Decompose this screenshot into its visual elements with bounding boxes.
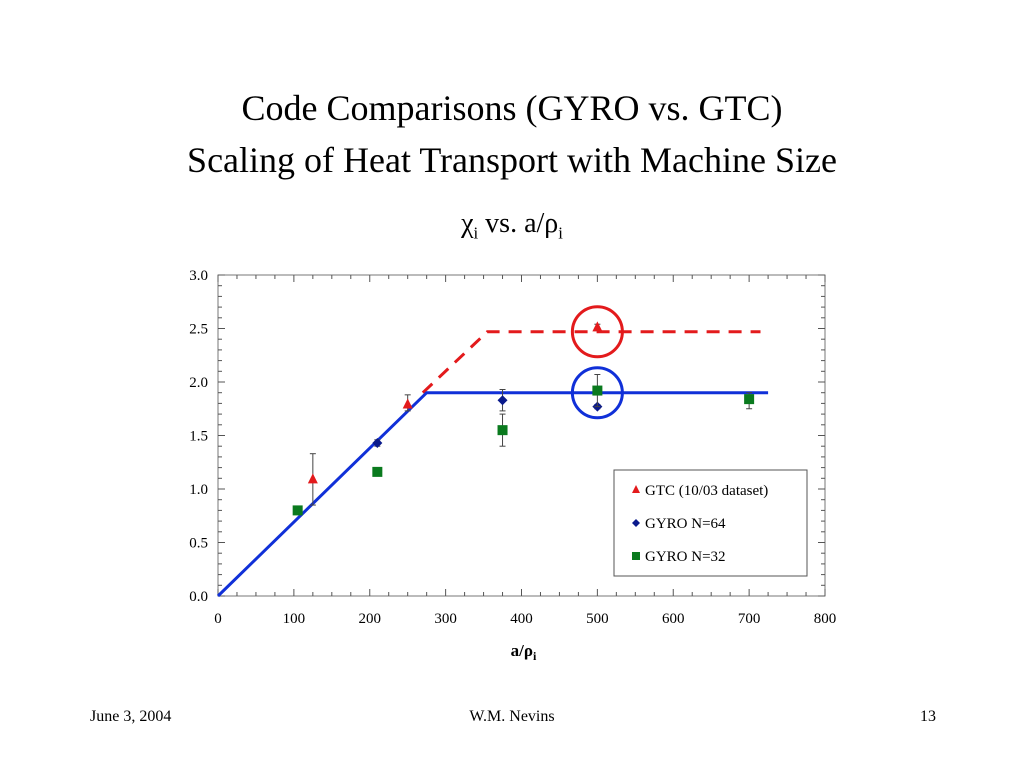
square-marker <box>372 466 383 477</box>
y-tick-label: 0.0 <box>189 589 208 605</box>
legend: GTC (10/03 dataset) GYRO N=64 GYRO N=32 <box>613 469 808 577</box>
data-markers <box>292 321 755 516</box>
x-tick-label: 700 <box>738 611 761 627</box>
legend-label: GYRO N=32 <box>645 549 726 565</box>
legend-label: GTC (10/03 dataset) <box>645 483 768 499</box>
slide-title-line-1: Code Comparisons (GYRO vs. GTC) <box>241 88 783 128</box>
triangle-marker <box>402 398 413 409</box>
legend-box <box>613 469 808 577</box>
square-marker <box>632 552 640 560</box>
subtitle-versus: vs. a/ρ <box>478 208 559 239</box>
subtitle-rho-subscript: i <box>558 223 563 243</box>
diamond-marker <box>632 519 640 527</box>
x-axis-label-subscript: i <box>533 649 537 663</box>
highlight-circles <box>570 305 624 420</box>
y-tick-label: 1.5 <box>189 429 208 445</box>
triangle-marker <box>632 485 640 493</box>
slide-title-line-2: Scaling of Heat Transport with Machine S… <box>187 140 837 180</box>
x-axis-label-main: a/ρ <box>511 641 533 660</box>
gtc-fit-line <box>421 330 761 394</box>
square-marker <box>744 394 755 405</box>
x-tick-label: 200 <box>359 611 382 627</box>
x-tick-label: 300 <box>434 611 457 627</box>
diamond-marker <box>372 437 383 448</box>
triangle-marker <box>307 473 318 484</box>
x-tick-label: 500 <box>586 611 609 627</box>
gyro-highlight-circle <box>570 366 624 420</box>
gyro-fit-line <box>216 391 769 598</box>
x-axis-label: a/ρi <box>511 641 537 663</box>
footer-page-number: 13 <box>920 708 936 725</box>
y-tick-label: 3.0 <box>189 268 208 284</box>
subtitle-chi-subscript: i <box>473 223 479 243</box>
subtitle-chi: χ <box>461 208 474 239</box>
y-tick-label: 1.0 <box>189 482 208 498</box>
y-tick-label: 2.0 <box>189 375 208 391</box>
x-tick-label: 600 <box>662 611 685 627</box>
x-tick-label: 800 <box>814 611 837 627</box>
x-tick-label: 0 <box>214 611 222 627</box>
axes: 0 100 200 300 400 500 600 700 800 0.0 0.5 1.0 1.5 2.0… <box>189 268 836 627</box>
x-tick-label: 400 <box>510 611 533 627</box>
fit-lines <box>216 330 769 598</box>
chart-subtitle: χi vs. a/ρi <box>0 208 1024 244</box>
legend-label: GYRO N=64 <box>645 516 726 532</box>
footer-date: June 3, 2004 <box>90 708 172 725</box>
square-marker <box>292 505 303 516</box>
square-marker <box>497 425 508 436</box>
x-tick-label: 100 <box>283 611 306 627</box>
square-marker <box>592 385 603 396</box>
y-tick-label: 0.5 <box>189 536 208 552</box>
footer-author: W.M. Nevins <box>469 708 555 725</box>
gtc-highlight-circle <box>570 305 624 359</box>
diamond-marker <box>497 395 508 406</box>
y-tick-label: 2.5 <box>189 322 208 338</box>
triangle-marker <box>592 321 603 332</box>
